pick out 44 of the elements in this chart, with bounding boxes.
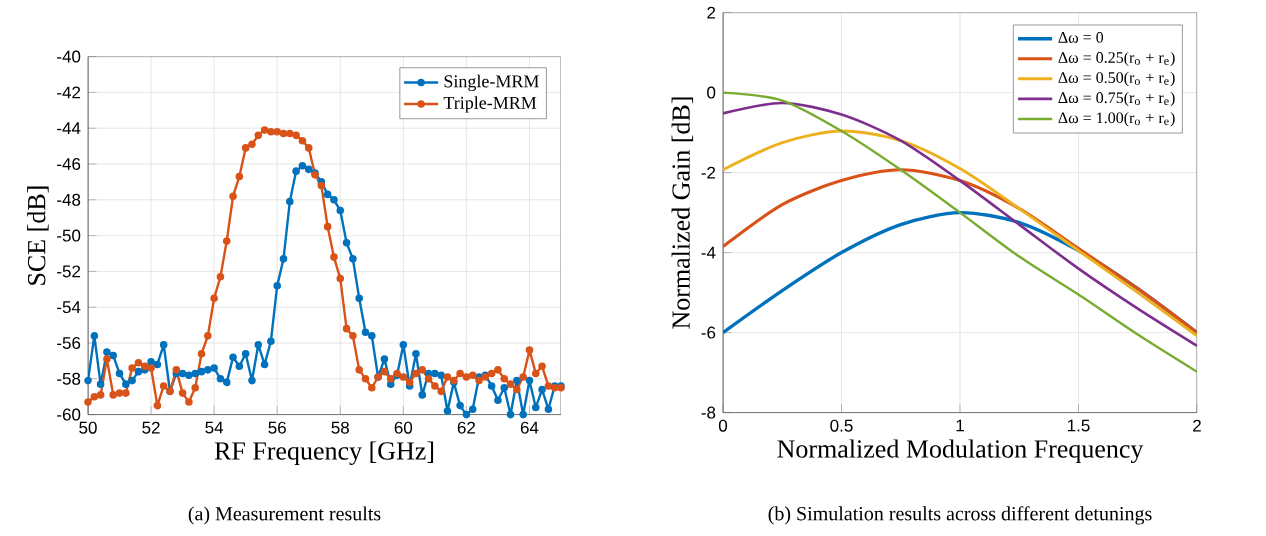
y-tick-label: 2 [707,6,716,19]
legend-label: Δω = 0.75(r$_{o}$ + r$_{e}$) [1058,92,1175,107]
x-tick-label: 50 [79,421,97,434]
y-tick-label: 0 [707,86,716,99]
legend-label: Δω = 0.25(r$_{o}$ + r$_{e}$) [1058,51,1175,67]
legend-label: Δω = 0.50(r$_{o}$ + r$_{e}$) [1058,71,1175,87]
x-tick-label: 54 [205,421,224,434]
x-tick-label: 1 [956,419,964,432]
y-tick-label: -60 [57,408,81,421]
text: (b) Simulation results across different detunings [768,506,1152,525]
legend-label: Single-MRM [444,74,539,92]
x-tick-label: 0 [718,419,728,432]
legend-label: Triple-MRM [443,96,537,113]
x-tick-label: 1.5 [1067,419,1090,432]
text: (a) Measurement results [188,506,381,525]
y-tick-label: -8 [701,406,716,419]
y-tick-label: -4 [701,246,716,259]
y-tick-label: -48 [57,193,81,207]
x-tick-label: 58 [331,421,349,434]
y-tick-label: -6 [701,326,716,339]
x-tick-label: 0.5 [830,419,853,432]
y-axis-title: SCE [dB] [27,186,49,285]
x-tick-label: 52 [142,421,160,434]
y-tick-label: -46 [57,158,81,171]
y-tick-label: -40 [57,50,81,63]
y-tick-label: -2 [701,166,716,179]
y-tick-label: -50 [57,229,81,242]
y-tick-label: -56 [57,337,81,350]
x-tick-label: 64 [520,421,539,434]
line-series [723,129,1197,338]
legend-label: Δω = 1.00(r$_{o}$ + r$_{e}$) [1058,112,1175,127]
x-tick-label: 56 [268,421,286,434]
y-tick-label: -58 [57,372,81,386]
y-axis-title: Normalized Gain [dB] [671,97,694,330]
x-tick-label: 62 [457,421,475,434]
x-tick-label: 60 [394,421,413,434]
y-tick-label: -54 [57,301,81,314]
y-tick-label: -42 [57,86,81,99]
x-axis-title: RF Frequency [GHz] [214,441,434,466]
x-axis-title: Normalized Modulation Frequency [777,439,1144,464]
y-tick-label: -44 [57,122,81,135]
legend-label: Δω = 0 [1058,32,1104,43]
y-tick-label: -52 [57,265,81,278]
x-tick-label: 2 [1193,419,1201,432]
